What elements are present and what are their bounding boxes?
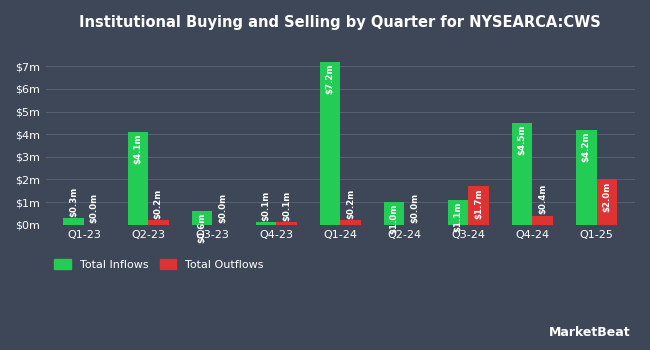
Text: $4.5m: $4.5m [518, 125, 527, 155]
Text: MarketBeat: MarketBeat [549, 327, 630, 340]
Text: $1.7m: $1.7m [474, 188, 483, 218]
Text: $0.0m: $0.0m [218, 193, 227, 223]
Bar [148, 220, 168, 225]
Bar [448, 200, 469, 225]
Text: $0.3m: $0.3m [70, 186, 78, 217]
Text: $4.2m: $4.2m [582, 132, 591, 162]
Text: $2.0m: $2.0m [603, 181, 611, 211]
Bar [532, 216, 553, 225]
Bar [127, 132, 148, 225]
Text: $4.1m: $4.1m [133, 134, 142, 164]
Bar [576, 130, 597, 225]
Bar [276, 223, 296, 225]
Bar [320, 62, 341, 225]
Text: $0.2m: $0.2m [346, 189, 355, 219]
Text: $0.1m: $0.1m [282, 191, 291, 221]
Bar [512, 123, 532, 225]
Text: $1.1m: $1.1m [454, 202, 463, 232]
Bar [64, 218, 84, 225]
Text: $7.2m: $7.2m [326, 64, 335, 94]
Legend: Total Inflows, Total Outflows: Total Inflows, Total Outflows [51, 256, 267, 273]
Text: $0.0m: $0.0m [90, 193, 99, 223]
Text: $0.1m: $0.1m [261, 191, 270, 221]
Bar [384, 202, 404, 225]
Text: $0.2m: $0.2m [154, 189, 162, 219]
Bar [597, 180, 617, 225]
Bar [255, 223, 276, 225]
Bar [469, 186, 489, 225]
Text: $0.0m: $0.0m [410, 193, 419, 223]
Bar [341, 220, 361, 225]
Text: $1.0m: $1.0m [389, 204, 398, 234]
Text: $0.4m: $0.4m [538, 184, 547, 214]
Bar [192, 211, 212, 225]
Title: Institutional Buying and Selling by Quarter for NYSEARCA:CWS: Institutional Buying and Selling by Quar… [79, 15, 601, 30]
Text: $0.6m: $0.6m [198, 213, 207, 243]
